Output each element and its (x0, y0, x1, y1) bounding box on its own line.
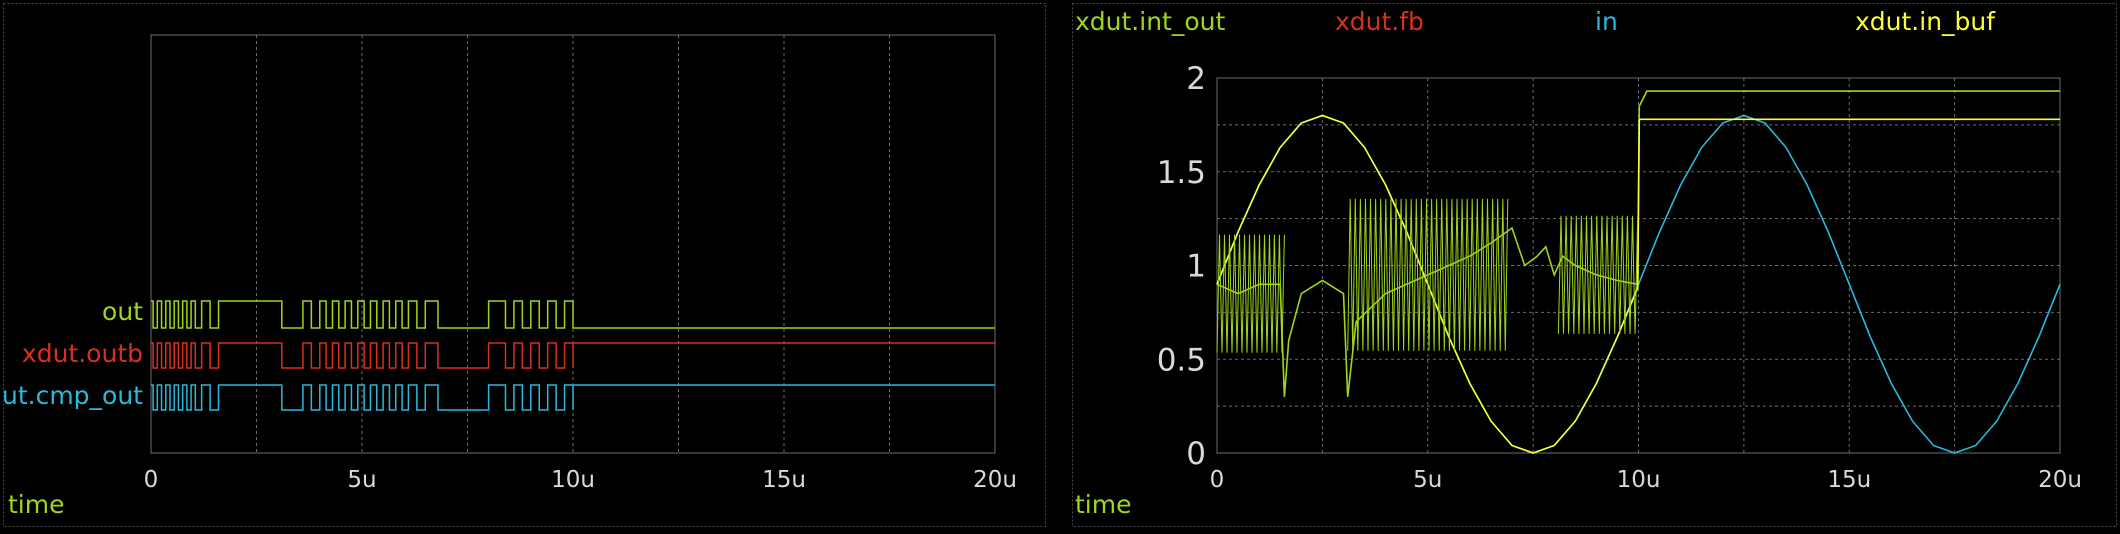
left-x-tick-label: 5u (347, 467, 376, 493)
right-y-tick-label: 1.5 (1157, 155, 1206, 191)
right-chart: 0 5u 10u 15u 20u 0 0.5 1 1.5 2 time xdut.int_out xdu… (1075, 7, 2082, 519)
left-x-tick-label: 20u (973, 467, 1017, 493)
right-x-tick-label: 5u (1413, 467, 1442, 493)
right-x-tick-label: 0 (1210, 467, 1225, 493)
series-line (1216, 90, 2060, 397)
digital-trace: out (102, 297, 995, 329)
digital-trace: ut.cmp_out (2, 381, 995, 411)
left-x-tick-label: 10u (551, 467, 595, 493)
trace-waveform (151, 384, 995, 411)
left-x-tick-label: 0 (144, 467, 159, 493)
legend-item: xdut.int_out (1075, 7, 1225, 36)
right-panel-frame (1072, 3, 2117, 527)
legend-item: in (1595, 7, 1618, 36)
trace-label: xdut.outb (22, 339, 143, 368)
trace-waveform (151, 300, 995, 329)
left-x-tick-label: 15u (762, 467, 806, 493)
right-x-axis-label: time (1075, 490, 1131, 519)
right-y-tick-label: 0.5 (1157, 342, 1206, 378)
left-chart: 0 5u 10u 15u 20u time out xdut.outb ut.cmp_out (2, 34, 1017, 519)
legend-item: xdut.fb (1335, 7, 1424, 36)
legend-item: xdut.in_buf (1855, 7, 1996, 36)
right-y-tick-label: 2 (1186, 61, 1206, 97)
trace-label: ut.cmp_out (2, 381, 143, 410)
trace-waveform (151, 342, 995, 369)
left-x-axis-label: time (8, 490, 64, 519)
right-x-tick-label: 10u (1617, 467, 1661, 493)
series-ripple (1216, 198, 1639, 353)
right-x-tick-label: 15u (1827, 467, 1871, 493)
right-y-tick-label: 0 (1186, 436, 1206, 472)
digital-trace: xdut.outb (22, 339, 995, 369)
right-y-tick-label: 1 (1186, 249, 1206, 285)
left-panel-frame (3, 3, 1046, 527)
right-x-tick-label: 20u (2038, 467, 2082, 493)
trace-label: out (102, 297, 143, 326)
